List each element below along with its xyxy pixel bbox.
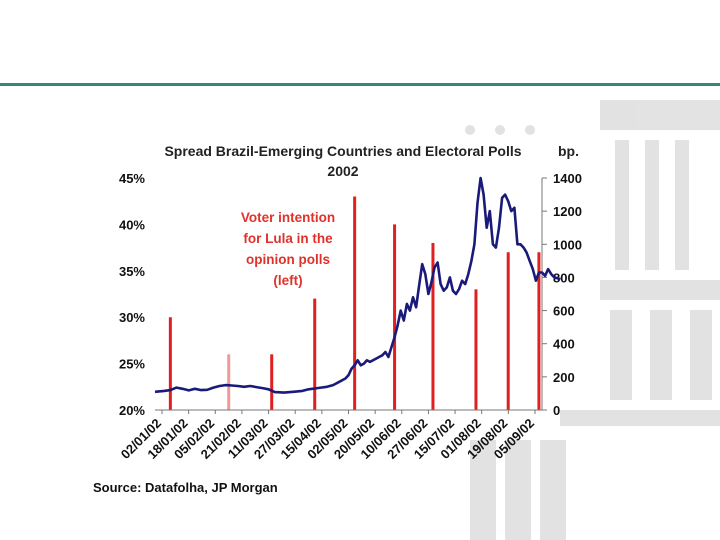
building-window bbox=[610, 310, 632, 400]
building-cornice bbox=[600, 100, 720, 130]
building-ledge bbox=[600, 280, 720, 300]
building-ornament bbox=[465, 125, 475, 135]
left-tick-label: 35% bbox=[119, 264, 145, 279]
building-window bbox=[650, 310, 672, 400]
right-tick-label: 0 bbox=[553, 403, 560, 418]
building-ornament bbox=[525, 125, 535, 135]
right-axis-unit: bp. bbox=[558, 143, 579, 159]
right-tick-label: 400 bbox=[553, 337, 575, 352]
building-door-center bbox=[505, 440, 531, 540]
left-tick-label: 30% bbox=[119, 310, 145, 325]
left-tick-label: 40% bbox=[119, 217, 145, 232]
voter-intention-annotation: Voter intention for Lula in the opinion po… bbox=[241, 210, 335, 288]
header-rule bbox=[0, 83, 720, 86]
annotation-line: for Lula in the bbox=[243, 231, 333, 246]
building-column bbox=[675, 140, 689, 270]
chart-subtitle: 2002 bbox=[327, 163, 358, 179]
left-tick-label: 45% bbox=[119, 171, 145, 186]
right-tick-label: 1000 bbox=[553, 237, 582, 252]
building-door-right bbox=[540, 440, 566, 540]
x-axis: 02/01/0218/01/0205/02/0221/02/0211/03/02… bbox=[118, 409, 542, 462]
building-ornament bbox=[495, 125, 505, 135]
spread-series-line bbox=[154, 176, 561, 394]
building-column bbox=[645, 140, 659, 270]
right-tick-label: 1400 bbox=[553, 171, 582, 186]
annotation-line: (left) bbox=[273, 273, 302, 288]
right-tick-label: 1200 bbox=[553, 204, 582, 219]
building-window bbox=[690, 310, 712, 400]
right-tick-label: 200 bbox=[553, 370, 575, 385]
right-axis: 0 200 400 600 800 1000 1200 1400 bbox=[541, 171, 582, 418]
right-tick-label: 800 bbox=[553, 270, 575, 285]
building-column bbox=[615, 140, 629, 270]
building-door-left bbox=[470, 440, 496, 540]
left-tick-label: 20% bbox=[119, 403, 145, 418]
chart-title: Spread Brazil-Emerging Countries and Ele… bbox=[164, 143, 521, 159]
poll-bars bbox=[168, 196, 541, 410]
right-tick-label: 600 bbox=[553, 304, 575, 319]
left-tick-label: 25% bbox=[119, 357, 145, 372]
left-axis: 20% 25% 30% 35% 40% 45% bbox=[119, 171, 145, 418]
building-base bbox=[560, 410, 720, 426]
annotation-line: Voter intention bbox=[241, 210, 335, 225]
annotation-line: opinion polls bbox=[246, 252, 330, 267]
source-note: Source: Datafolha, JP Morgan bbox=[93, 480, 278, 495]
